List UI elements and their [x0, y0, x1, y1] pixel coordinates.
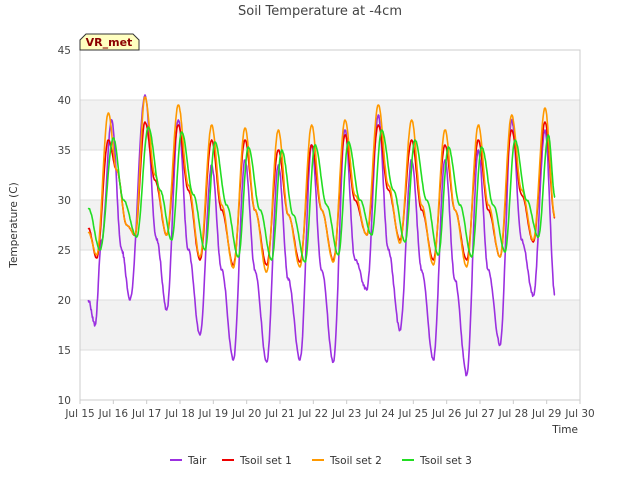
x-tick-label: Jul 30 — [564, 408, 594, 420]
y-tick-label: 10 — [58, 395, 71, 407]
x-tick-label: Jul 24 — [364, 408, 395, 420]
plot-bands — [80, 100, 580, 350]
x-tick-label: Jul 28 — [498, 408, 528, 420]
badge-label: VR_met — [86, 36, 133, 49]
x-tick-label: Jul 20 — [231, 408, 261, 420]
y-tick-label: 15 — [58, 345, 71, 357]
legend-label: Tair — [187, 455, 207, 467]
x-tick-label: Jul 27 — [464, 408, 494, 420]
badge-shape — [79, 33, 140, 51]
y-tick-label: 25 — [58, 245, 71, 257]
plot-frame — [79, 49, 581, 401]
y-axis-label: Temperature (C) — [8, 182, 20, 268]
plot-band — [80, 100, 580, 150]
station-badge: VR_met — [79, 33, 140, 51]
x-tick-label: Jul 25 — [398, 408, 428, 420]
series-line-tsoil-set-3 — [87, 126, 556, 263]
x-axis-label: Time — [551, 424, 578, 436]
legend-label: Tsoil set 3 — [419, 455, 472, 467]
legend-label: Tsoil set 2 — [329, 455, 382, 467]
y-tick-label: 45 — [58, 45, 71, 57]
x-tick-label: Jul 29 — [531, 408, 561, 420]
x-tick-label: Jul 26 — [431, 408, 462, 420]
y-tick-label: 35 — [58, 145, 71, 157]
y-tick-label: 30 — [58, 195, 71, 207]
y-tick-label: 40 — [58, 95, 71, 107]
x-tick-label: Jul 17 — [131, 408, 161, 420]
legend-label: Tsoil set 1 — [239, 455, 292, 467]
y-tick-labels: 10 15 20 25 30 35 40 45 — [58, 45, 71, 407]
x-tick-label: Jul 15 — [64, 408, 94, 420]
x-tick-label: Jul 21 — [264, 408, 294, 420]
x-tick-labels: Jul 15 Jul 16 Jul 17 Jul 18 Jul 19 Jul 20 Jul … — [64, 400, 595, 420]
series-line-tair — [87, 94, 556, 377]
series-lines — [87, 94, 556, 377]
legend: Tair Tsoil set 1 Tsoil set 2 Tsoil set 3 — [170, 455, 472, 467]
x-tick-label: Jul 16 — [98, 408, 129, 420]
x-tick-label: Jul 23 — [331, 408, 361, 420]
y-tick-label: 20 — [58, 295, 71, 307]
x-tick-label: Jul 18 — [164, 408, 194, 420]
x-tick-label: Jul 19 — [198, 408, 228, 420]
x-tick-label: Jul 22 — [298, 408, 328, 420]
chart-title: Soil Temperature at -4cm — [238, 4, 402, 19]
